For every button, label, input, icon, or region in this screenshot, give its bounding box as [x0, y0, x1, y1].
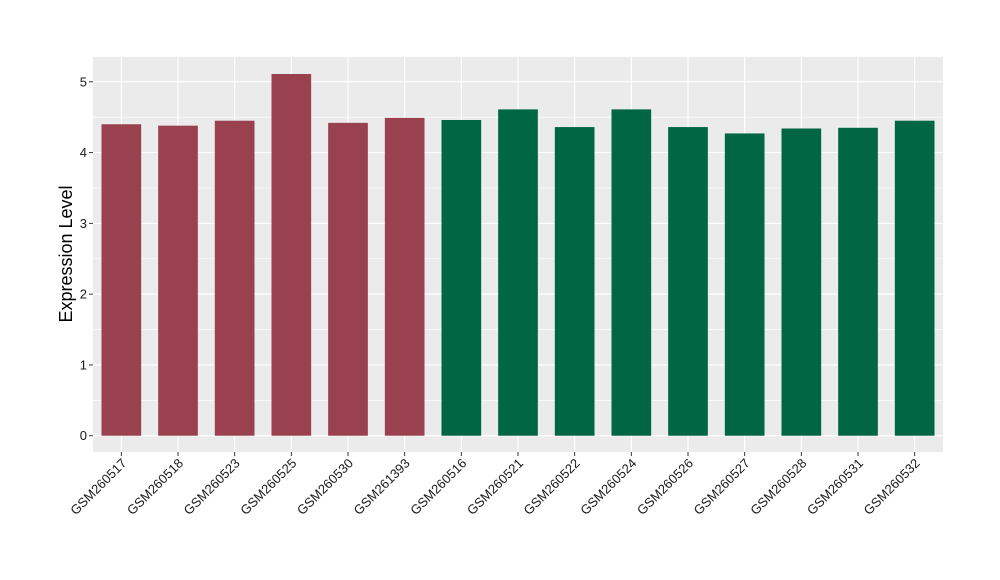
- x-tick-label: GSM260530: [294, 456, 356, 518]
- bar-GSM260526: [668, 127, 708, 436]
- bar-GSM260521: [498, 109, 538, 436]
- x-tick-label: GSM260528: [747, 456, 809, 518]
- x-tick-label: GSM260518: [124, 456, 186, 518]
- y-tick-label: 3: [80, 216, 87, 231]
- bar-GSM260523: [214, 120, 255, 436]
- bar-GSM260522: [554, 127, 595, 436]
- x-tick-label: GSM260527: [691, 456, 753, 518]
- x-tick-label: GSM260526: [634, 456, 696, 518]
- y-tick-label: 1: [80, 357, 87, 372]
- x-tick-label: GSM260531: [804, 456, 866, 518]
- x-tick-label: GSM260532: [861, 456, 923, 518]
- bar-GSM260524: [611, 109, 652, 436]
- x-tick-label: GSM260522: [521, 456, 583, 518]
- bar-GSM260518: [158, 125, 198, 436]
- bar-GSM260527: [724, 133, 765, 436]
- bar-GSM261393: [384, 117, 425, 436]
- bar-GSM260528: [781, 128, 822, 436]
- x-tick-label: GSM260523: [181, 456, 243, 518]
- x-tick-label: GSM260521: [464, 456, 526, 518]
- bar-GSM260517: [101, 124, 142, 436]
- bar-GSM260530: [328, 122, 368, 436]
- bar-GSM260532: [894, 120, 935, 436]
- y-tick-label: 2: [80, 287, 87, 302]
- y-tick-label: 0: [80, 428, 87, 443]
- x-tick-label: GSM260524: [577, 456, 639, 518]
- y-tick-label: 4: [80, 145, 87, 160]
- y-axis-title: Expression Level: [56, 185, 76, 322]
- x-tick-label: GSM261393: [351, 456, 413, 518]
- x-tick-label: GSM260525: [237, 456, 299, 518]
- bar-GSM260525: [271, 73, 312, 436]
- x-tick-label: GSM260516: [407, 456, 469, 518]
- bar-GSM260531: [838, 127, 878, 436]
- bars: [101, 73, 935, 436]
- x-tick-label: GSM260517: [67, 456, 129, 518]
- y-tick-label: 5: [80, 74, 87, 89]
- x-axis: GSM260517GSM260518GSM260523GSM260525GSM2…: [67, 452, 923, 518]
- bar-GSM260516: [441, 120, 482, 436]
- y-axis: 0 1 2 3 4 5: [80, 74, 93, 443]
